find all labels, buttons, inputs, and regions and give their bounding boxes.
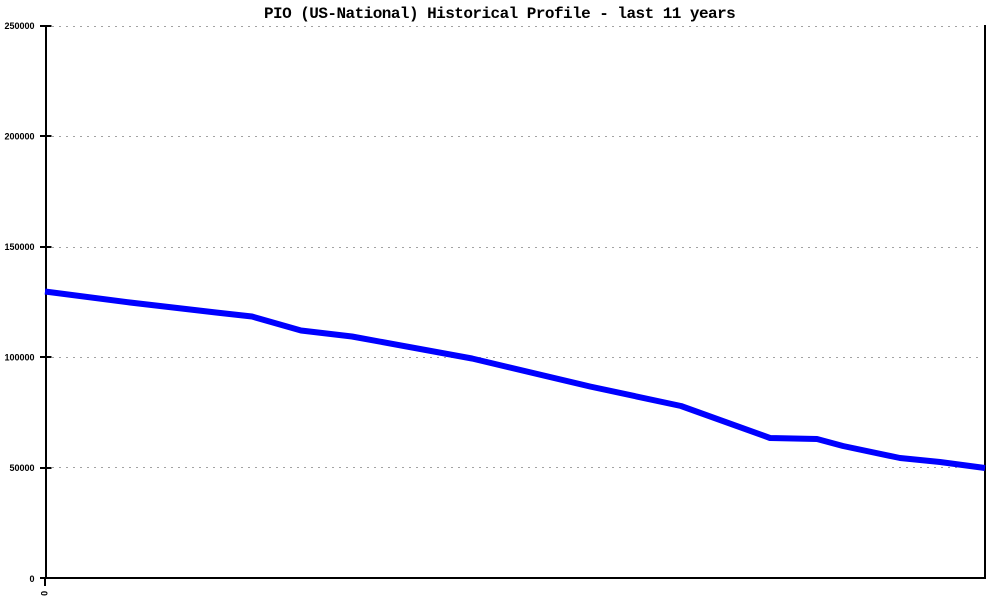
svg-text:PIO (US-National) Historical P: PIO (US-National) Historical Profile - l… <box>264 5 735 23</box>
svg-text:50000: 50000 <box>9 463 34 473</box>
svg-text:200000: 200000 <box>4 132 34 142</box>
svg-text:0: 0 <box>40 591 50 596</box>
svg-text:0: 0 <box>29 574 34 584</box>
svg-text:250000: 250000 <box>4 21 34 31</box>
svg-text:100000: 100000 <box>4 352 34 362</box>
svg-text:150000: 150000 <box>4 242 34 252</box>
